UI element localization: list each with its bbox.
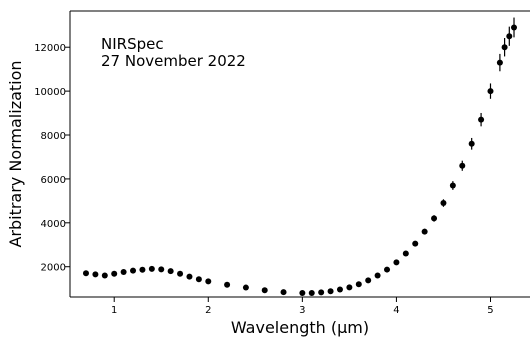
data-point	[299, 290, 306, 297]
data-point	[355, 281, 362, 288]
data-point	[280, 289, 287, 296]
data-point	[148, 265, 155, 272]
y-ticks: 2000 4000 6000 8000 10000 12000	[34, 43, 70, 274]
annotation-line-2: 27 November 2022	[101, 52, 246, 70]
annotation-line-1: NIRSpec	[101, 35, 164, 53]
y-tick-label: 10000	[34, 87, 66, 98]
data-point	[501, 44, 508, 51]
data-point	[468, 140, 475, 147]
x-tick-label: 5	[487, 305, 493, 316]
data-point	[242, 284, 249, 291]
y-tick-label: 6000	[41, 175, 66, 186]
data-point	[261, 287, 268, 294]
x-tick-label: 1	[111, 305, 117, 316]
data-point	[130, 267, 137, 274]
data-point	[195, 276, 202, 283]
plot-frame	[69, 10, 530, 298]
x-tick-label: 4	[393, 305, 399, 316]
data-point	[412, 240, 419, 247]
data-point	[167, 268, 174, 275]
x-axis-label: Wavelength (μm)	[231, 318, 369, 337]
data-point	[478, 116, 485, 123]
data-point	[205, 278, 212, 285]
y-tick-label: 4000	[41, 219, 66, 230]
series-layer	[82, 17, 518, 297]
data-point	[402, 250, 409, 257]
data-point	[308, 290, 315, 297]
data-point	[224, 281, 231, 288]
data-point	[496, 59, 503, 66]
data-point	[421, 228, 428, 235]
data-point	[177, 270, 184, 277]
y-tick-label: 12000	[34, 43, 66, 54]
data-point	[336, 286, 343, 293]
data-point	[139, 266, 146, 273]
x-tick-label: 3	[299, 305, 305, 316]
y-axis-label: Arbitrary Normalization	[6, 60, 25, 247]
data-point	[92, 271, 99, 278]
data-point	[186, 273, 193, 280]
data-point	[393, 259, 400, 266]
data-point	[374, 272, 381, 279]
data-point	[431, 215, 438, 222]
data-point	[449, 182, 456, 189]
data-point	[346, 284, 353, 291]
data-point	[459, 162, 466, 169]
y-tick-label: 2000	[41, 263, 66, 274]
data-point	[511, 24, 518, 31]
data-point	[111, 270, 118, 277]
data-point	[158, 266, 165, 273]
x-tick-label: 2	[205, 305, 211, 316]
x-ticks: 1 2 3 4 5	[111, 297, 494, 316]
data-point	[440, 200, 447, 207]
data-point	[384, 266, 391, 273]
data-point	[365, 277, 372, 284]
data-point	[120, 268, 127, 275]
data-point	[327, 288, 334, 295]
data-point	[506, 33, 513, 40]
data-point	[318, 289, 325, 296]
data-point	[82, 270, 89, 277]
y-tick-label: 8000	[41, 131, 66, 142]
data-point	[487, 88, 494, 95]
data-point	[101, 272, 108, 279]
